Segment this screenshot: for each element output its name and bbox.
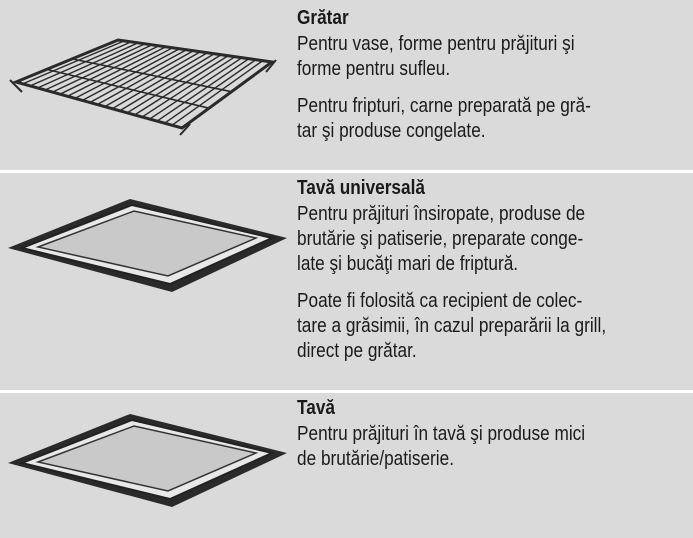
paragraph: Pentru fripturi, carne preparată pe gră-… bbox=[297, 93, 683, 143]
row-text: Grătar Pentru vase, forme pentru prăjitur… bbox=[297, 5, 683, 143]
item-title: Grătar bbox=[297, 6, 349, 29]
paragraph: Pentru prăjituri în tavă şi produse mici… bbox=[297, 421, 683, 471]
row-bg bbox=[0, 0, 693, 170]
text-line: Pentru prăjituri în tavă şi produse mici bbox=[297, 422, 586, 445]
text-line: forme pentru sufleu. bbox=[297, 57, 451, 80]
tray-image bbox=[8, 199, 287, 292]
text-line: de brutărie/patiserie. bbox=[297, 447, 454, 470]
tray-image bbox=[8, 414, 287, 507]
text-line: tar şi produse congelate. bbox=[297, 119, 486, 142]
item-title: Tavă bbox=[297, 396, 335, 419]
item-title: Tavă universală bbox=[297, 176, 425, 199]
text-line: direct pe grătar. bbox=[297, 339, 417, 362]
text-line: tare a grăsimii, în cazul preparării la … bbox=[297, 314, 607, 337]
row-text: Tavă Pentru prăjituri în tavă şi produse … bbox=[297, 395, 683, 471]
text-line: late şi bucăţi mari de friptură. bbox=[297, 252, 519, 275]
text-line: Pentru fripturi, carne preparată pe gră- bbox=[297, 94, 591, 117]
rack-image bbox=[9, 38, 277, 136]
text-line: Pentru vase, forme pentru prăjituri şi bbox=[297, 32, 575, 55]
text-line: Pentru prăjituri însiropate, produse de bbox=[297, 202, 586, 225]
paragraph: Pentru prăjituri însiropate, produse de b… bbox=[297, 201, 683, 276]
text-line: Poate fi folosită ca recipient de colec- bbox=[297, 289, 583, 312]
paragraph: Pentru vase, forme pentru prăjituri şi fo… bbox=[297, 31, 683, 81]
row-text: Tavă universală Pentru prăjituri însiropa… bbox=[297, 175, 683, 363]
text-line: brutărie şi patiserie, preparate conge- bbox=[297, 227, 584, 250]
paragraph: Poate fi folosită ca recipient de colec-… bbox=[297, 288, 683, 363]
